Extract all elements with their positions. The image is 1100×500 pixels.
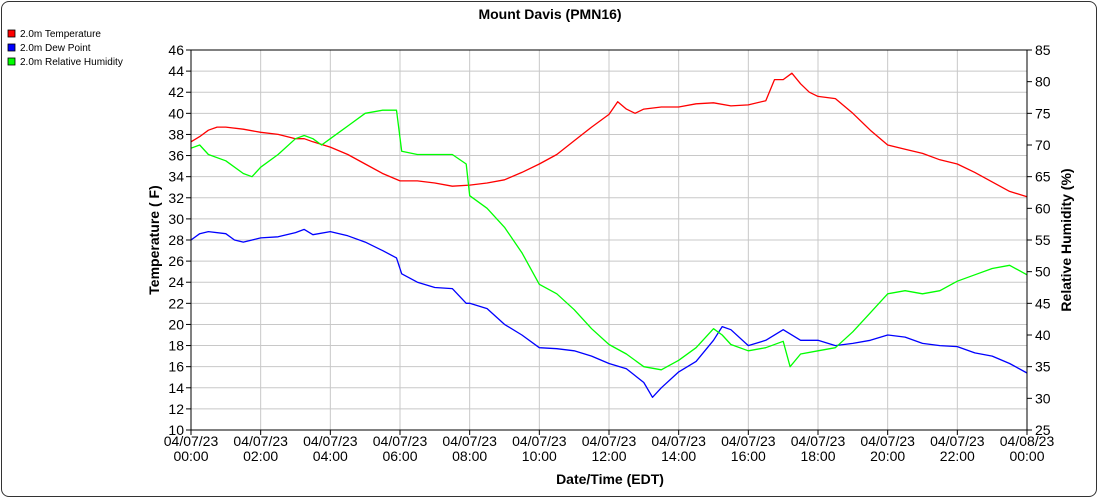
y-tick-label-left: 26	[168, 253, 184, 269]
series-line-3	[190, 109, 1028, 371]
y-tick-label-left: 16	[168, 359, 184, 375]
y-tick-label-right: 55	[1035, 232, 1051, 248]
y-tick-label-right: 70	[1035, 137, 1051, 153]
y-tick-label-right: 50	[1035, 264, 1051, 280]
legend: 2.0m Temperature 2.0m Dew Point 2.0m Relat…	[7, 29, 123, 68]
y-tick-label-left: 10	[168, 422, 184, 438]
y-tick-label-right: 45	[1035, 295, 1051, 311]
y-axis-left: 10 12 14 16 18 20 22 24 26 28 30 32 34 36 38 40 42 44 46	[168, 42, 191, 438]
y-tick-label-left: 22	[168, 295, 184, 311]
series-layer	[190, 72, 1028, 398]
y-tick-label-left: 46	[168, 42, 184, 58]
x-tick-label: 04/07/23 02:00	[233, 433, 288, 464]
y-tick-label-right: 80	[1035, 74, 1051, 90]
x-tick-label: 04/07/23 04:00	[303, 433, 358, 464]
y-axis-left-label: Temperature ( F)	[146, 185, 162, 294]
legend-entry-label: 2.0m Relative Humidity	[20, 57, 123, 68]
series-line-1	[190, 72, 1028, 198]
y-tick-label-right: 35	[1035, 359, 1051, 375]
series-line-2	[190, 228, 1028, 398]
legend-entry-label: 2.0m Dew Point	[20, 43, 91, 54]
x-axis-label: Date/Time (EDT)	[556, 471, 664, 487]
y-tick-label-right: 25	[1035, 422, 1051, 438]
y-tick-label-right: 40	[1035, 327, 1051, 343]
y-tick-label-left: 14	[168, 380, 184, 396]
y-tick-label-right: 60	[1035, 200, 1051, 216]
y-tick-label-left: 42	[168, 84, 184, 100]
x-tick-label: 04/08/23 00:00	[1000, 433, 1055, 464]
x-tick-label: 04/07/23 12:00	[582, 433, 637, 464]
y-tick-label-left: 20	[168, 316, 184, 332]
y-axis-right-label: Relative Humidity (%)	[1058, 168, 1074, 311]
x-tick-label: 04/07/23 10:00	[512, 433, 567, 464]
legend-entry-label: 2.0m Temperature	[20, 29, 101, 40]
y-tick-label-left: 18	[168, 338, 184, 354]
grid	[190, 49, 1028, 431]
x-axis: 04/07/23 00:00 04/07/23 02:00 04/07/23 04:00 0…	[164, 430, 1055, 464]
x-tick-label: 04/07/23 06:00	[373, 433, 428, 464]
y-tick-label-left: 40	[168, 105, 184, 121]
x-tick-label: 04/07/23 18:00	[791, 433, 846, 464]
x-tick-label: 04/07/23 20:00	[860, 433, 915, 464]
legend-swatch	[7, 57, 16, 66]
legend-swatch	[7, 43, 16, 52]
y-tick-label-left: 32	[168, 190, 184, 206]
y-tick-label-right: 30	[1035, 390, 1051, 406]
y-tick-label-left: 34	[168, 169, 184, 185]
x-tick-label: 04/07/23 00:00	[164, 433, 219, 464]
x-tick-label: 04/07/23 22:00	[930, 433, 985, 464]
y-tick-label-right: 85	[1035, 42, 1051, 58]
y-tick-label-left: 30	[168, 211, 184, 227]
y-tick-label-left: 28	[168, 232, 184, 248]
chart-title: Mount Davis (PMN16)	[478, 6, 621, 22]
x-tick-label: 04/07/23 16:00	[721, 433, 776, 464]
y-tick-label-left: 38	[168, 126, 184, 142]
y-axis-right: 25 30 35 40 45 50 55 60 65 70 75 80 85	[1027, 42, 1051, 438]
y-tick-label-left: 36	[168, 148, 184, 164]
x-tick-label: 04/07/23 14:00	[651, 433, 706, 464]
y-tick-label-right: 65	[1035, 169, 1051, 185]
y-tick-label-right: 75	[1035, 105, 1051, 121]
y-tick-label-left: 44	[168, 63, 184, 79]
x-tick-label: 04/07/23 08:00	[442, 433, 497, 464]
y-tick-label-left: 24	[168, 274, 184, 290]
y-tick-label-left: 12	[168, 401, 184, 417]
legend-swatch	[7, 29, 16, 38]
